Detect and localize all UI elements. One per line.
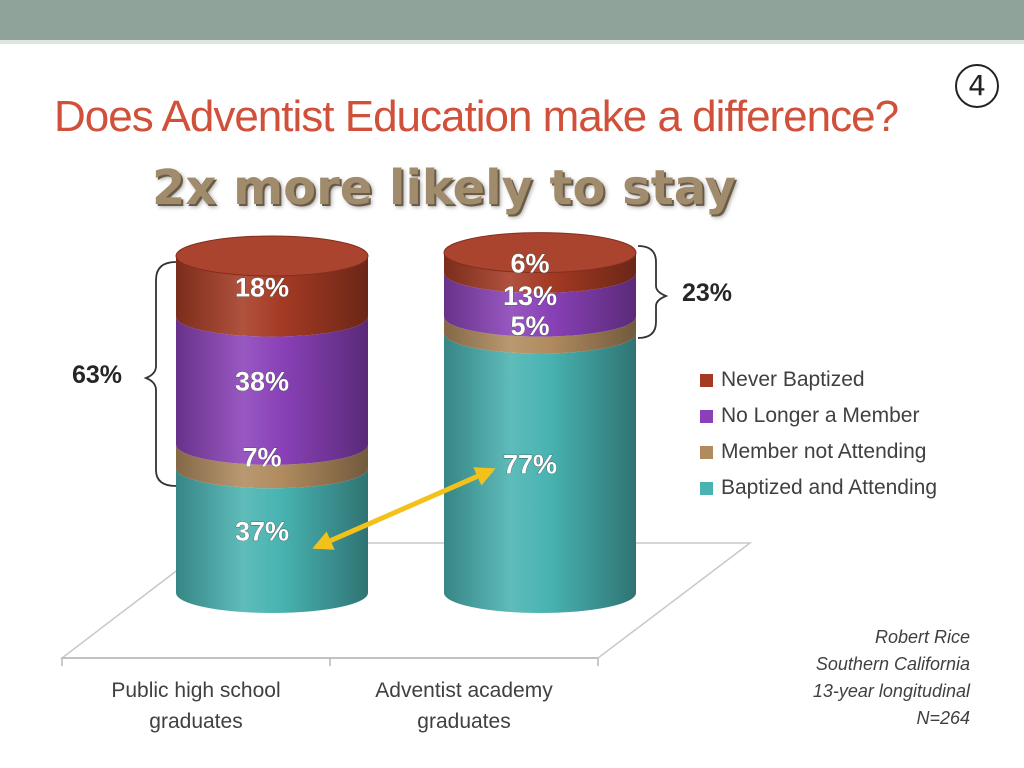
- category-label: Adventist academy: [375, 679, 553, 702]
- legend-label: Never Baptized: [721, 368, 865, 391]
- source-sample-size: N=264: [916, 708, 970, 728]
- legend-swatch-baptized-attending: [700, 481, 713, 495]
- top-banner: [0, 0, 1024, 40]
- slide-number-badge: 4: [955, 64, 999, 108]
- slide-subtitle: 2x more likely to stay: [152, 160, 736, 216]
- legend-label: Member not Attending: [721, 440, 927, 463]
- cylinder-top-cap: [443, 232, 637, 274]
- data-label-member-not-attending: 7%: [242, 443, 281, 473]
- source-study: 13-year longitudinal: [812, 681, 970, 701]
- legend-swatch-no-longer-member: [700, 409, 713, 423]
- cylinder-top-cap: [175, 235, 369, 277]
- data-label-baptized-and-attending: 77%: [503, 449, 557, 479]
- category-label: graduates: [149, 710, 242, 733]
- cylinder-segment-member-not-attending: [444, 316, 636, 354]
- chart-floor: [59, 542, 753, 659]
- category-label: Public high school: [111, 679, 280, 702]
- source-region: Southern California: [815, 654, 970, 674]
- data-label-never-baptized: 6%: [510, 249, 549, 279]
- cylinder-segment-never-baptized: [176, 256, 368, 337]
- legend-item-no-longer-member: No Longer a Member: [700, 398, 937, 434]
- chart-legend: Never Baptized No Longer a Member Member…: [700, 362, 937, 506]
- legend-label: No Longer a Member: [721, 404, 920, 427]
- source-citation: Robert Rice Southern California 13-year …: [700, 624, 970, 732]
- comparison-arrow: [312, 467, 496, 550]
- bracket-label-left: 63%: [72, 361, 122, 389]
- bracket-label-right: 23%: [682, 279, 732, 307]
- bracket-right: [637, 245, 669, 339]
- legend-swatch-member-not-attending: [700, 445, 713, 459]
- legend-item-member-not-attending: Member not Attending: [700, 434, 937, 470]
- cylinder-segment-no-longer-a-member: [176, 316, 368, 465]
- banner-rule: [0, 40, 1024, 44]
- data-label-baptized-and-attending: 37%: [235, 517, 289, 547]
- data-label-member-not-attending: 5%: [510, 311, 549, 341]
- bracket-left: [143, 261, 177, 487]
- data-label-never-baptized: 18%: [235, 272, 289, 302]
- legend-label: Baptized and Attending: [721, 476, 938, 499]
- source-author: Robert Rice: [874, 627, 970, 647]
- cylinder-segment-no-longer-a-member: [444, 272, 636, 337]
- legend-item-never-baptized: Never Baptized: [700, 362, 937, 398]
- legend-swatch-never-baptized: [700, 373, 713, 387]
- data-label-no-longer-a-member: 38%: [235, 367, 289, 397]
- category-label: graduates: [417, 710, 510, 733]
- data-label-no-longer-a-member: 13%: [503, 281, 557, 311]
- slide-title: Does Adventist Education make a differen…: [54, 92, 899, 141]
- legend-item-baptized-attending: Baptized and Attending: [700, 470, 937, 506]
